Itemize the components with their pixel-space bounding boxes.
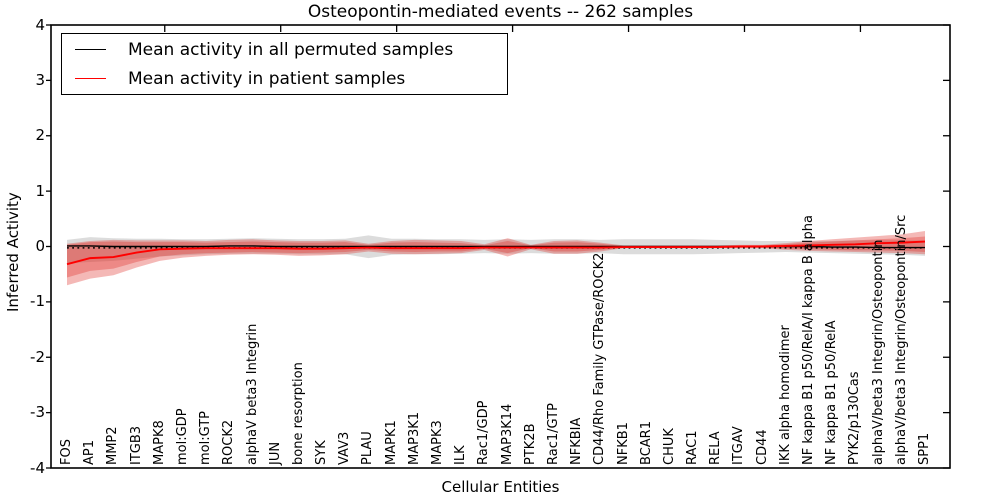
y-tick-label: -3 xyxy=(30,403,45,422)
x-tick-label: MAP3K1 xyxy=(406,411,422,465)
x-tick-label: RELA xyxy=(708,431,724,465)
patient-mean-line xyxy=(66,240,926,266)
legend-label-permuted: Mean activity in all permuted samples xyxy=(128,39,454,60)
y-tick-label: -4 xyxy=(30,458,45,477)
legend-label-patient: Mean activity in patient samples xyxy=(128,68,406,89)
x-tick-label: NFKBIA xyxy=(569,417,585,465)
x-axis-label: Cellular Entities xyxy=(441,478,560,496)
x-tick-label: PYK2/p130Cas xyxy=(847,371,863,465)
x-tick-label: Rac1/GTP xyxy=(545,403,561,465)
x-tick-label: FOS xyxy=(59,439,74,465)
x-tick-label: MMP2 xyxy=(105,426,121,465)
x-tick-label: bone resorption xyxy=(290,362,306,465)
x-tick-label: VAV3 xyxy=(337,431,353,465)
x-tick-label: CD44/Rho Family GTPase/ROCK2 xyxy=(592,252,608,465)
x-tick-label: PTK2B xyxy=(522,423,538,466)
x-tick-label: IKK alpha homodimer xyxy=(777,325,793,465)
x-tick-label: alphaV/beta3 Integrin/Osteopontin/Src xyxy=(893,214,909,465)
x-tick-label: JUN xyxy=(267,441,283,465)
legend-item-patient: Mean activity in patient samples xyxy=(62,65,507,92)
y-tick-label: 1 xyxy=(35,181,45,200)
x-tick-label: AP1 xyxy=(82,439,98,465)
legend-item-permuted: Mean activity in all permuted samples xyxy=(62,36,507,63)
x-tick-label: NFKB1 xyxy=(615,422,631,465)
x-tick-label: SYK xyxy=(314,440,330,465)
patient-samples-range-outer-band xyxy=(67,230,925,286)
x-tick-label: NF kappa B1 p50/RelA xyxy=(824,320,840,465)
x-tick-label: CD44 xyxy=(754,429,770,465)
x-tick-label: NF kappa B1 p50/RelA/I kappa B alpha xyxy=(801,215,817,465)
y-tick-label: -2 xyxy=(30,347,45,366)
y-tick-label: 4 xyxy=(35,15,45,34)
chart-title: Osteopontin-mediated events -- 262 sampl… xyxy=(307,2,694,22)
y-tick-label: -1 xyxy=(30,292,45,311)
x-tick-label: alphaV/beta3 Integrin/Osteopontin xyxy=(870,239,886,465)
permuted-samples-range-band xyxy=(67,235,925,264)
x-tick-label: MAP3K14 xyxy=(499,403,515,465)
x-tick-label: ILK xyxy=(453,445,469,465)
y-tick-label: 2 xyxy=(35,126,45,145)
x-tick-label: SPP1 xyxy=(917,432,932,465)
x-tick-label: MAPK1 xyxy=(383,420,399,465)
x-tick-label: Rac1/GDP xyxy=(476,400,492,465)
x-tick-label: BCAR1 xyxy=(638,421,654,465)
x-tick-label: mol:GDP xyxy=(174,408,190,465)
x-tick-label: mol:GTP xyxy=(198,411,214,465)
legend: Mean activity in all permuted samples Me… xyxy=(61,33,508,95)
patient-line-swatch-icon xyxy=(75,78,106,79)
x-tick-label: RAC1 xyxy=(685,430,701,465)
permuted-line-swatch-icon xyxy=(75,49,106,50)
x-tick-label: MAPK3 xyxy=(430,420,446,465)
x-tick-label: alphaV beta3 Integrin xyxy=(244,323,260,465)
x-tick-label: MAPK8 xyxy=(151,420,167,465)
x-tick-label: CHUK xyxy=(661,428,677,465)
y-tick-label: 0 xyxy=(35,237,45,255)
x-tick-label: ROCK2 xyxy=(221,419,237,465)
x-tick-label: PLAU xyxy=(360,431,376,465)
x-tick-label: ITGB3 xyxy=(128,425,144,465)
x-tick-label: ITGAV xyxy=(731,426,747,465)
y-tick-label: 3 xyxy=(35,70,45,89)
